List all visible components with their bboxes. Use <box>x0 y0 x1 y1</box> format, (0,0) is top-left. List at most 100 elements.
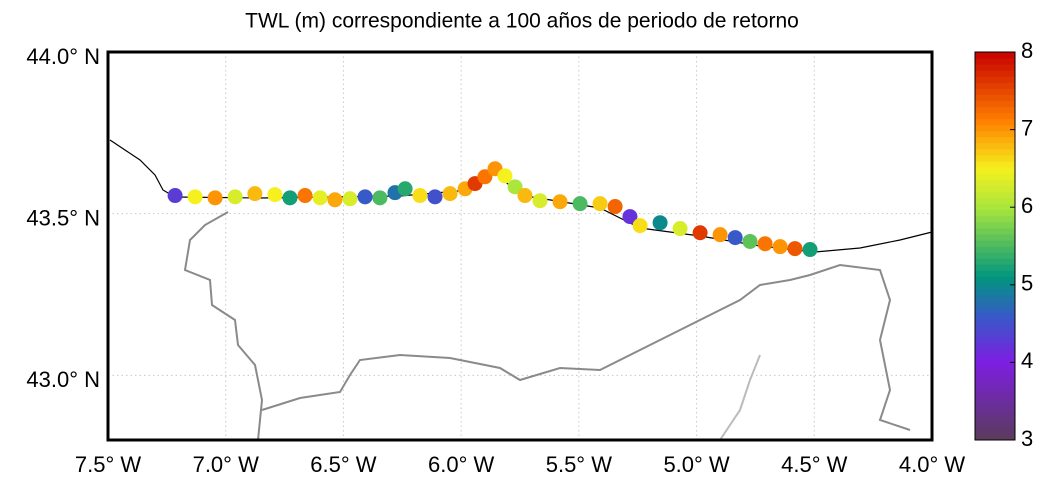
colorbar-swatch <box>975 70 1015 77</box>
map-frame <box>106 50 934 442</box>
colorbar-swatch <box>975 185 1015 192</box>
colorbar-swatch <box>975 294 1015 302</box>
x-tick-label: 7.5° W <box>75 452 141 477</box>
twl-point <box>427 189 443 205</box>
twl-point <box>592 196 608 212</box>
colorbar-swatch <box>975 421 1015 429</box>
colorbar-swatch <box>975 385 1015 392</box>
points <box>167 161 818 258</box>
twl-point <box>227 189 243 205</box>
twl-point <box>267 187 283 203</box>
colorbar-swatch <box>975 433 1015 441</box>
colorbar-swatch <box>975 367 1015 374</box>
province-border <box>719 354 761 441</box>
x-tick-label: 6.5° W <box>310 452 376 477</box>
twl-point <box>692 225 708 241</box>
twl-point <box>282 190 298 206</box>
twl-point <box>507 179 523 195</box>
y-tick-label: 43.0° N <box>26 367 100 392</box>
colorbar-swatch <box>975 100 1015 108</box>
x-tick-label: 5.5° W <box>546 452 612 477</box>
colorbar-swatch <box>975 179 1015 186</box>
colorbar-swatch <box>975 282 1015 289</box>
colorbar-swatch <box>975 264 1015 271</box>
colorbar-swatch <box>975 106 1015 114</box>
y-tick-label: 44.0° N <box>26 44 100 69</box>
colorbar-tick-label: 6 <box>1021 193 1033 218</box>
colorbar-swatch <box>975 112 1015 120</box>
colorbar-swatch <box>975 324 1015 332</box>
colorbar-swatch <box>975 409 1015 417</box>
twl-point <box>342 191 358 207</box>
twl-point <box>167 188 183 204</box>
twl-point <box>652 215 668 231</box>
colorbar-swatch <box>975 343 1015 350</box>
colorbar-swatch <box>975 203 1015 211</box>
province-border <box>261 263 911 431</box>
x-tick-label: 6.0° W <box>428 452 494 477</box>
twl-point <box>187 189 203 205</box>
twl-point <box>802 242 818 258</box>
twl-point <box>442 186 458 202</box>
twl-point <box>297 188 313 204</box>
colorbar-swatch <box>975 373 1015 380</box>
colorbar-swatch <box>975 124 1015 132</box>
y-tick-label: 43.5° N <box>26 205 100 230</box>
colorbar-swatch <box>975 88 1015 95</box>
colorbar-swatch <box>975 173 1015 180</box>
colorbar-swatch <box>975 118 1015 126</box>
twl-point <box>207 190 223 206</box>
colorbar-swatch <box>975 130 1015 138</box>
colorbar-tick-label: 4 <box>1021 348 1033 373</box>
colorbar-swatch <box>975 82 1015 89</box>
colorbar-swatch <box>975 427 1015 435</box>
colorbar-swatch <box>975 361 1015 368</box>
twl-point <box>477 169 493 185</box>
colorbar-swatch <box>975 397 1015 405</box>
colorbar-swatch <box>975 318 1015 326</box>
colorbar-swatch <box>975 355 1015 362</box>
twl-point <box>552 194 568 210</box>
colorbar-tick-label: 8 <box>1021 38 1033 63</box>
twl-point <box>247 186 263 202</box>
colorbar-frame <box>974 51 1016 441</box>
colorbar-swatch <box>975 142 1015 150</box>
colorbar-swatch <box>975 58 1015 65</box>
twl-point <box>497 168 513 184</box>
colorbar-swatch <box>975 149 1015 156</box>
twl-point <box>742 233 758 249</box>
colorbar-swatch <box>975 270 1015 277</box>
x-tick-label: 5.0° W <box>663 452 729 477</box>
twl-point <box>712 227 728 243</box>
colorbar-swatch <box>975 64 1015 71</box>
colorbar-swatch <box>975 221 1015 229</box>
twl-point <box>607 199 623 215</box>
twl-point <box>632 218 648 234</box>
colorbar-swatch <box>975 167 1015 174</box>
colorbar-swatch <box>975 349 1015 356</box>
colorbar-swatch <box>975 191 1015 198</box>
twl-point <box>572 196 588 212</box>
colorbar-swatch <box>975 276 1015 283</box>
colorbar-swatch <box>975 246 1015 253</box>
twl-point <box>532 193 548 209</box>
colorbar-swatch <box>975 403 1015 411</box>
colorbar-swatch <box>975 197 1015 205</box>
twl-point <box>327 192 343 208</box>
colorbar-swatch <box>975 336 1015 344</box>
twl-point <box>357 189 373 205</box>
x-tick-label: 7.0° W <box>193 452 259 477</box>
colorbar-swatch <box>975 161 1015 168</box>
twl-point <box>312 190 328 206</box>
colorbar-swatch <box>975 227 1015 235</box>
colorbar-swatch <box>975 209 1015 217</box>
twl-point <box>412 188 428 204</box>
colorbar-swatch <box>975 136 1015 144</box>
colorbar-swatch <box>975 330 1015 338</box>
colorbar-swatch <box>975 52 1015 59</box>
colorbar-swatch <box>975 233 1015 241</box>
twl-point <box>772 239 788 255</box>
colorbar-swatch <box>975 258 1015 265</box>
x-tick-label: 4.5° W <box>781 452 847 477</box>
